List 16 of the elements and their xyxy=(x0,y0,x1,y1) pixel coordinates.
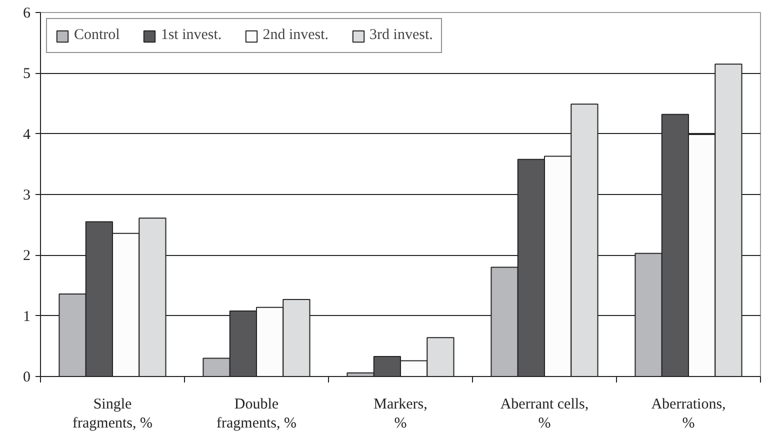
x-tick-label: Aberrant cells, % xyxy=(500,396,589,432)
x-tick-label: Single fragments, % xyxy=(72,396,152,432)
y-tick-label: 1 xyxy=(23,308,30,325)
y-tick-label: 4 xyxy=(23,126,31,143)
y-tick-label: 0 xyxy=(23,370,30,386)
x-tick-label: Aberrations, % xyxy=(651,396,726,432)
y-tick-label: 3 xyxy=(23,188,30,204)
y-tick-label: 6 xyxy=(23,6,31,22)
legend-label: 1st invest. xyxy=(160,27,222,44)
legend-label: 2nd invest. xyxy=(262,27,329,44)
legend-label: 3rd invest. xyxy=(370,27,433,44)
y-tick-label: 5 xyxy=(23,66,30,82)
x-tick-label: Double fragments, % xyxy=(216,396,296,432)
legend-label: Control xyxy=(74,27,120,44)
y-tick-label: 2 xyxy=(23,248,30,264)
x-tick-label: Markers, % xyxy=(374,396,428,432)
